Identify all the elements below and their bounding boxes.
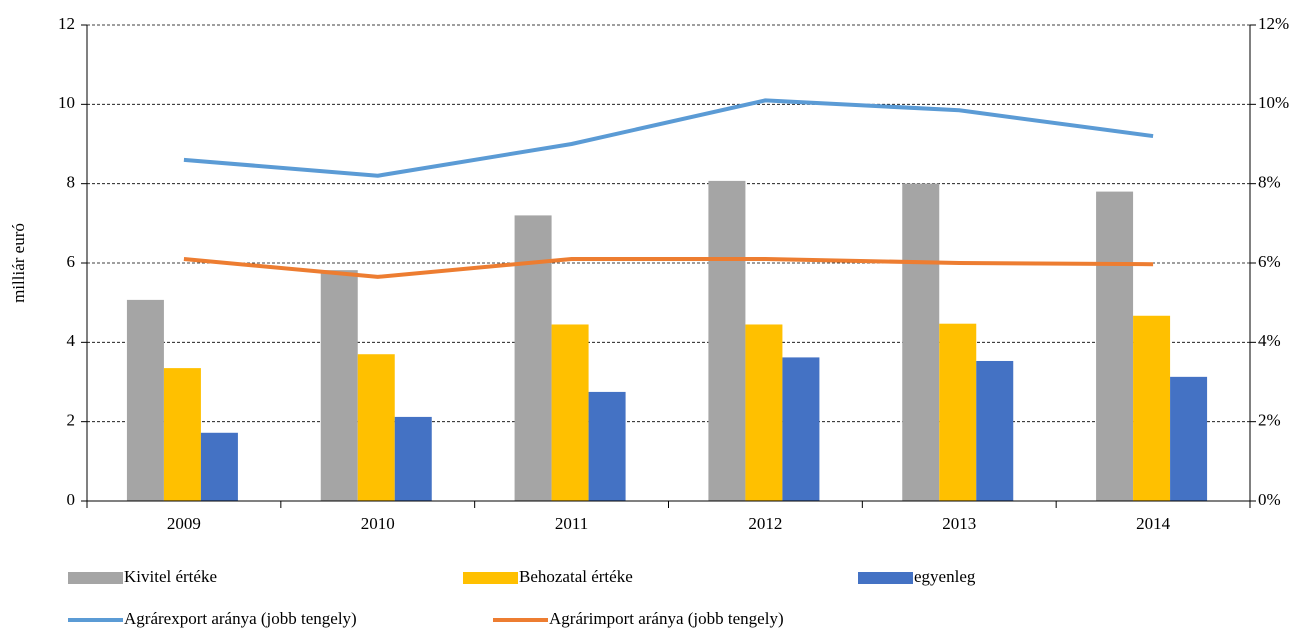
y2-tick-label: 6% <box>1258 252 1281 271</box>
line <box>183 257 1154 279</box>
bar <box>163 368 201 501</box>
bar <box>902 183 940 501</box>
y-tick-label: 12 <box>58 14 75 33</box>
x-tick-label: 2010 <box>361 514 395 533</box>
legend-label: Behozatal értéke <box>519 567 633 586</box>
bar <box>939 323 977 501</box>
line <box>183 98 1154 178</box>
legend-label: Agrárimport aránya (jobb tengely) <box>549 609 784 628</box>
bar <box>394 416 432 501</box>
x-tick-label: 2012 <box>748 514 782 533</box>
legend-swatch <box>68 572 123 584</box>
bar <box>588 391 626 501</box>
bar <box>745 324 783 501</box>
bar <box>320 270 358 501</box>
y-tick-label: 6 <box>67 252 76 271</box>
legend-swatch <box>463 572 518 584</box>
bar <box>200 432 238 501</box>
y2-tick-label: 4% <box>1258 331 1281 350</box>
y-tick-label: 2 <box>67 411 76 430</box>
bar <box>976 360 1014 501</box>
bar <box>126 299 164 501</box>
x-tick-label: 2013 <box>942 514 976 533</box>
y2-tick-label: 10% <box>1258 93 1289 112</box>
bar <box>357 354 395 501</box>
legend-label: egyenleg <box>914 567 976 586</box>
bar <box>1096 191 1134 501</box>
bar <box>551 324 589 501</box>
y2-tick-label: 2% <box>1258 411 1281 430</box>
y-tick-label: 0 <box>67 490 76 509</box>
legend-swatch <box>858 572 913 584</box>
x-tick-label: 2011 <box>555 514 588 533</box>
bar <box>782 357 820 501</box>
bar <box>1133 315 1171 501</box>
y2-tick-label: 8% <box>1258 173 1281 192</box>
x-tick-label: 2009 <box>167 514 201 533</box>
legend-label: Agrárexport aránya (jobb tengely) <box>124 609 357 628</box>
legend-label: Kivitel értéke <box>124 567 217 586</box>
y-tick-label: 8 <box>67 173 76 192</box>
y-tick-label: 10 <box>58 93 75 112</box>
x-tick-label: 2014 <box>1136 514 1171 533</box>
y-axis-label: milliár euró <box>9 223 28 303</box>
y2-tick-label: 0% <box>1258 490 1281 509</box>
bar <box>514 215 552 501</box>
y2-tick-label: 12% <box>1258 14 1289 33</box>
bar <box>1170 376 1208 501</box>
bar <box>708 180 746 501</box>
y-tick-label: 4 <box>67 331 76 350</box>
